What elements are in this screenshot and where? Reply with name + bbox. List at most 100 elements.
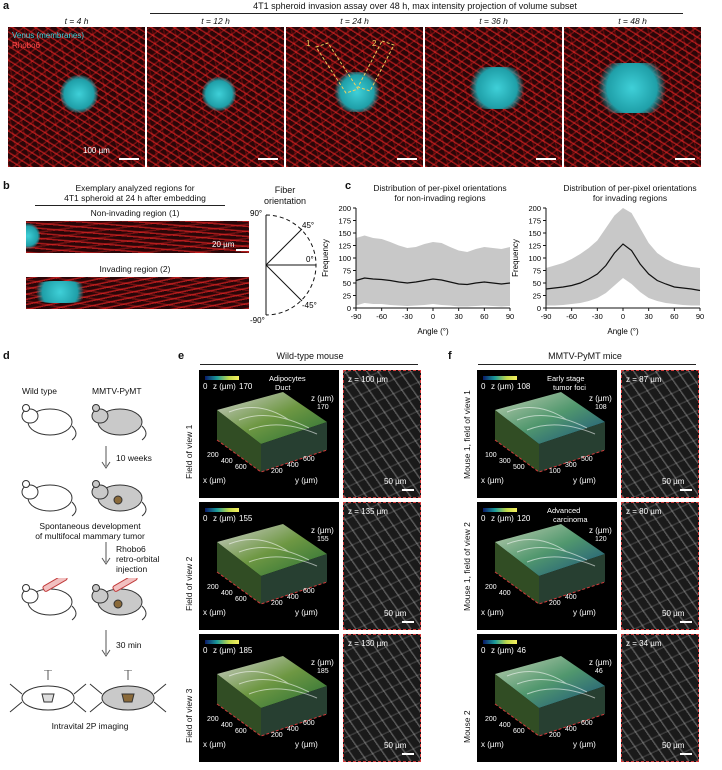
annotation-1: Adipocytes <box>269 374 306 383</box>
legend-rhobo: Rhobo6 <box>12 41 41 50</box>
x-tick-label: 500 <box>513 464 525 471</box>
step-30-min: 30 min <box>116 640 142 650</box>
y-axis-title: y (µm) <box>573 476 596 485</box>
x-tick-label: -60 <box>566 312 577 321</box>
annotation-1: Early stage <box>547 374 585 383</box>
spheroid-blob <box>594 63 670 113</box>
mouse-mmtv-3 <box>88 578 158 622</box>
volume-cube <box>205 376 328 473</box>
x-axis-title: x (µm) <box>203 740 226 749</box>
invading-label: Invading region (2) <box>99 264 171 274</box>
x-tick-label: 400 <box>499 722 511 729</box>
y-tick-label: 50 <box>343 279 351 288</box>
z-slice-image: z = 34 µm 50 µm <box>621 634 699 762</box>
colorbar-label: z (µm) <box>213 382 236 391</box>
step-spontaneous-line1: Spontaneous development <box>39 521 141 531</box>
spheroid-blob <box>467 67 527 109</box>
x-tick-label: -60 <box>376 312 387 321</box>
z-slice-label: z = 80 µm <box>626 507 662 516</box>
colorbar-min: 0 <box>481 382 486 391</box>
volume-cube <box>483 508 606 605</box>
row-side-label: Mouse 1, field of view 2 <box>462 522 472 611</box>
angle-minus-45: -45° <box>302 301 317 310</box>
timepoint-label: t = 12 h <box>201 16 230 26</box>
colorbar-min: 0 <box>203 514 208 523</box>
y-tick-label: 0 <box>537 304 541 313</box>
annotation-1: Advanced <box>547 506 581 515</box>
x-tick-label: 0 <box>431 312 435 321</box>
wild-type-label: Wild type <box>22 386 57 396</box>
z-slice-label: z = 130 µm <box>348 639 388 648</box>
z-axis-label: z (µm) <box>311 394 334 403</box>
panel-e-label: e <box>178 350 185 362</box>
scalebar <box>536 158 556 160</box>
spheroid-image <box>147 27 284 167</box>
row-side-label: Mouse 2 <box>462 710 472 743</box>
scalebar-label: 50 µm <box>384 741 407 750</box>
timepoint-label: t = 24 h <box>340 16 369 26</box>
step-spontaneous-line2: of multifocal mammary tumor <box>35 531 145 541</box>
panel-a-title: 4T1 spheroid invasion assay over 48 h, m… <box>253 1 577 11</box>
z-axis-max: 170 <box>317 404 329 411</box>
z-slice-image: z = 130 µm 50 µm <box>343 634 421 762</box>
y-tick-label: 75 <box>343 267 351 276</box>
scalebar <box>680 489 692 491</box>
scalebar-label: 50 µm <box>662 609 685 618</box>
z-slice-label: z = 100 µm <box>348 375 388 384</box>
panel-e-header: Wild-type mouse <box>276 351 344 361</box>
y-tick-label: 150 <box>338 229 351 238</box>
sd-band <box>356 235 510 307</box>
colorbar-max: 155 <box>239 514 253 523</box>
x-tick-label: 30 <box>644 312 652 321</box>
y-tick-label: 125 <box>528 242 541 251</box>
x-tick-label: 400 <box>221 590 233 597</box>
y-tick-label: 200 <box>271 600 283 607</box>
region-boxes <box>315 40 395 94</box>
invading-region-image <box>26 277 249 309</box>
scalebar <box>258 158 278 160</box>
x-tick-label: 600 <box>513 728 525 735</box>
fiber-orientation-line2: orientation <box>263 196 307 206</box>
panel-b-label: b <box>3 180 10 192</box>
row-side-label: Field of view 1 <box>184 424 194 479</box>
y-axis-label: Frequency <box>321 239 330 277</box>
z-axis-label: z (µm) <box>589 394 612 403</box>
y-tick-label: 600 <box>303 720 315 727</box>
mouse-mmtv-2 <box>88 474 148 518</box>
colorbar-label: z (µm) <box>491 646 514 655</box>
colorbar-label: z (µm) <box>491 382 514 391</box>
scalebar <box>119 158 139 160</box>
scalebar-label: 50 µm <box>662 477 685 486</box>
y-tick-label: 25 <box>533 292 541 301</box>
scalebar-label: 50 µm <box>384 609 407 618</box>
annotation-2: carcinoma <box>553 515 588 524</box>
mean-line <box>355 277 511 286</box>
angle-45: 45° <box>302 221 314 230</box>
colorbar-min: 0 <box>481 514 486 523</box>
arrow-1 <box>101 446 111 469</box>
colorbar-max: 185 <box>239 646 253 655</box>
y-tick-label: 100 <box>549 468 561 475</box>
y-tick-label: 175 <box>338 217 351 226</box>
colorbar-label: z (µm) <box>213 514 236 523</box>
chart-right-title-line1: Distribution of per-pixel orientations <box>563 183 697 193</box>
y-tick-label: 400 <box>287 726 299 733</box>
scalebar <box>402 489 414 491</box>
row-side-label: Mouse 1, field of view 1 <box>462 390 472 479</box>
z-axis-label: z (µm) <box>311 658 334 667</box>
colorbar-min: 0 <box>203 382 208 391</box>
volume-cube <box>205 508 328 605</box>
x-tick-label: 100 <box>485 452 497 459</box>
y-tick-label: 400 <box>287 594 299 601</box>
scalebar <box>680 621 692 623</box>
colorbar-max: 120 <box>517 514 531 523</box>
colorbar-label: z (µm) <box>213 646 236 655</box>
x-axis-title: x (µm) <box>203 476 226 485</box>
region-1-label: 1 <box>306 39 311 48</box>
chart-right-title-line2: for invading regions <box>592 193 668 203</box>
x-axis-title: x (µm) <box>481 740 504 749</box>
